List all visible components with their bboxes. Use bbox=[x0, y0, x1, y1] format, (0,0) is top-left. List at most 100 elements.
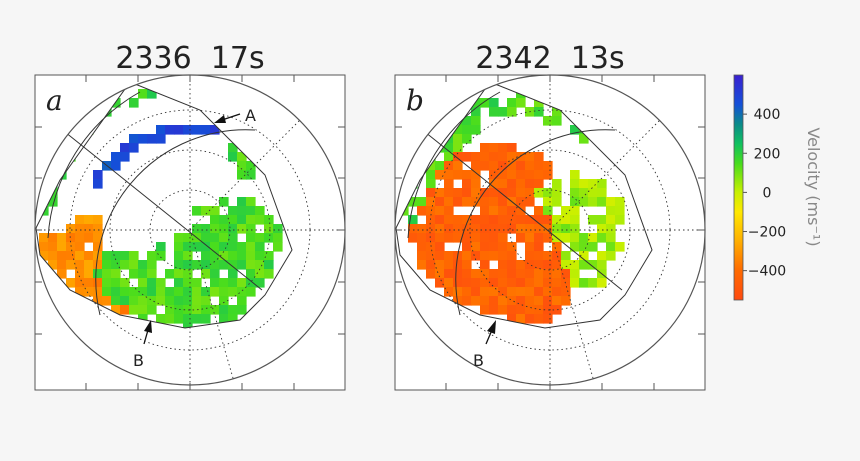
velocity-cell bbox=[444, 143, 454, 153]
velocity-cell bbox=[138, 269, 148, 279]
velocity-cell bbox=[516, 197, 526, 207]
velocity-cell bbox=[462, 224, 472, 234]
velocity-cell bbox=[93, 179, 103, 189]
velocity-cell bbox=[237, 215, 247, 225]
velocity-cell bbox=[165, 125, 175, 135]
velocity-cell bbox=[102, 278, 112, 288]
velocity-cell bbox=[588, 278, 598, 288]
velocity-cell bbox=[507, 260, 517, 270]
velocity-cell bbox=[156, 134, 166, 144]
velocity-cell bbox=[138, 89, 148, 99]
velocity-cell bbox=[498, 170, 508, 180]
velocity-cell bbox=[498, 305, 508, 315]
velocity-cell bbox=[183, 251, 193, 261]
velocity-cell bbox=[165, 314, 175, 324]
velocity-cell bbox=[93, 215, 103, 225]
velocity-cell bbox=[462, 134, 472, 144]
velocity-cell bbox=[561, 251, 571, 261]
velocity-cell bbox=[129, 269, 139, 279]
velocity-cell bbox=[453, 224, 463, 234]
velocity-cell bbox=[489, 224, 499, 234]
velocity-cell bbox=[435, 188, 445, 198]
velocity-cell bbox=[210, 224, 220, 234]
velocity-cell bbox=[426, 251, 436, 261]
velocity-cell bbox=[426, 179, 436, 189]
velocity-cell bbox=[39, 251, 49, 261]
velocity-cell bbox=[255, 251, 265, 261]
velocity-cell bbox=[597, 179, 607, 189]
velocity-cell bbox=[246, 161, 256, 171]
velocity-cell bbox=[84, 233, 94, 243]
colorbar-tick-label: −200 bbox=[748, 225, 786, 241]
velocity-cell bbox=[201, 206, 211, 216]
velocity-cell bbox=[228, 206, 238, 216]
velocity-cell bbox=[228, 152, 238, 162]
velocity-cell bbox=[561, 269, 571, 279]
velocity-cell bbox=[516, 278, 526, 288]
velocity-cell bbox=[237, 287, 247, 297]
velocity-cell bbox=[66, 224, 76, 234]
velocity-cell bbox=[444, 188, 454, 198]
velocity-cell bbox=[480, 161, 490, 171]
velocity-cell bbox=[147, 287, 157, 297]
velocity-cell bbox=[183, 323, 193, 328]
velocity-cell bbox=[174, 278, 184, 288]
colorbar-tick-label: 400 bbox=[754, 107, 781, 123]
velocity-cell bbox=[516, 314, 526, 324]
velocity-cell bbox=[534, 215, 544, 225]
velocity-cell bbox=[228, 233, 238, 243]
velocity-cell bbox=[606, 242, 616, 252]
panel-b-title: 2342 13s bbox=[475, 41, 624, 76]
velocity-cell bbox=[507, 296, 517, 306]
velocity-cell bbox=[606, 233, 616, 243]
velocity-cell bbox=[246, 224, 256, 234]
velocity-cell bbox=[597, 224, 607, 234]
velocity-cell bbox=[174, 296, 184, 306]
velocity-cell bbox=[471, 98, 481, 108]
velocity-cell bbox=[444, 269, 454, 279]
velocity-cell bbox=[129, 134, 139, 144]
velocity-cell bbox=[426, 233, 436, 243]
velocity-cell bbox=[201, 314, 211, 324]
velocity-cell bbox=[570, 206, 580, 216]
velocity-cell bbox=[111, 161, 121, 171]
velocity-cell bbox=[183, 260, 193, 270]
velocity-cell bbox=[435, 161, 445, 171]
velocity-cell bbox=[453, 161, 463, 171]
velocity-cell bbox=[462, 188, 472, 198]
panel-b: 2342 13s b bbox=[394, 41, 706, 391]
velocity-cell bbox=[264, 224, 274, 234]
velocity-cell bbox=[525, 152, 535, 162]
velocity-cell bbox=[417, 206, 427, 216]
velocity-cell bbox=[498, 152, 508, 162]
velocity-cell bbox=[489, 107, 499, 117]
velocity-cell bbox=[426, 188, 436, 198]
velocity-cell bbox=[84, 287, 94, 297]
velocity-cell bbox=[120, 287, 130, 297]
panel-b-letter: b bbox=[406, 84, 424, 117]
velocity-cell bbox=[471, 287, 481, 297]
velocity-cell bbox=[561, 233, 571, 243]
velocity-cell bbox=[471, 242, 481, 252]
velocity-cell bbox=[462, 215, 472, 225]
velocity-cell bbox=[552, 278, 562, 288]
velocity-cell bbox=[480, 215, 490, 225]
velocity-cell bbox=[543, 314, 553, 324]
velocity-cell bbox=[597, 188, 607, 198]
velocity-cell bbox=[201, 125, 211, 135]
velocity-cell bbox=[435, 170, 445, 180]
velocity-cell bbox=[120, 251, 130, 261]
velocity-cell bbox=[498, 161, 508, 171]
velocity-cell bbox=[543, 287, 553, 297]
velocity-cell bbox=[174, 233, 184, 243]
velocity-cell bbox=[552, 242, 562, 252]
velocity-cell bbox=[498, 215, 508, 225]
velocity-cell bbox=[507, 278, 517, 288]
velocity-cell bbox=[66, 242, 76, 252]
velocity-cell bbox=[138, 278, 148, 288]
velocity-cell bbox=[66, 260, 76, 270]
velocity-cell bbox=[237, 305, 247, 315]
velocity-cell bbox=[255, 206, 265, 216]
velocity-cell bbox=[219, 278, 229, 288]
velocity-cell bbox=[489, 242, 499, 252]
